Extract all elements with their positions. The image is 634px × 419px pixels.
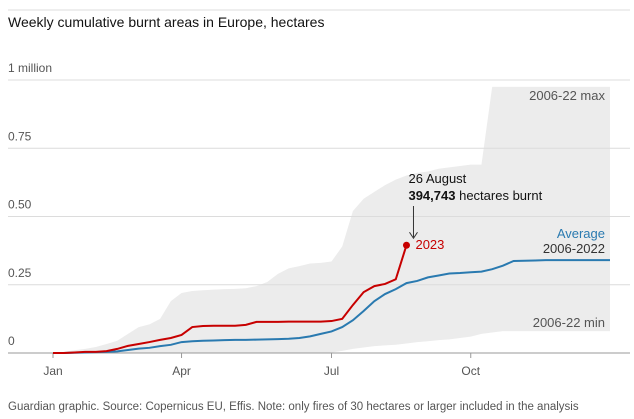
x-tick-label: Oct [461,364,480,378]
series-line [53,259,610,354]
y-tick-label: 0.25 [8,266,32,280]
x-tick-label: Jan [43,364,62,378]
x-tick-label: Jul [324,364,339,378]
end-dot [402,241,410,249]
annotation-date: 26 August [408,171,466,186]
source-note: Guardian graphic. Source: Copernicus EU,… [8,401,579,413]
series-line [53,244,408,354]
chart-title: Weekly cumulative burnt areas in Europe,… [8,14,324,30]
legend-label: 2023 [415,237,444,252]
annotation-text: 394,743 hectares burnt [408,188,542,203]
annotation-arrowhead [409,231,418,240]
y-tick-label: 0.75 [8,129,32,143]
range-band [53,86,610,353]
band-min-label: 2006-22 min [533,315,605,330]
y-tick-label: 1 million [8,61,52,75]
y-tick-label: 0.50 [8,198,32,212]
x-tick-label: Apr [172,364,191,378]
annotation-value: 394,743 [408,188,455,203]
annotation-unit: hectares burnt [459,188,542,203]
legend-sublabel: 2006-2022 [543,241,605,256]
band-max-label: 2006-22 max [529,88,605,103]
legend-label: Average [557,226,605,241]
y-tick-label: 0 [8,334,15,348]
